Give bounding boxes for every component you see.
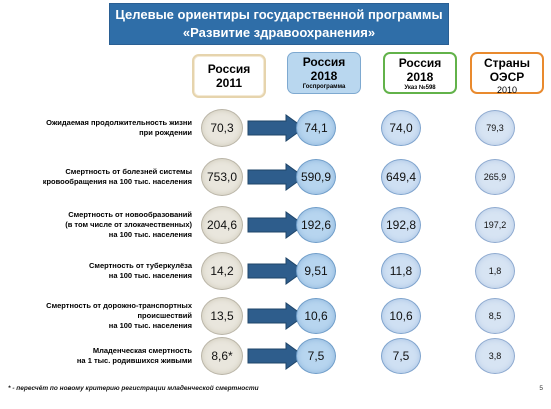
right-arrow-icon <box>247 163 305 191</box>
header-oecd-line1: Страны <box>483 56 531 70</box>
value-oecd-2010: 1,8 <box>475 253 515 289</box>
value-russia-2018-decree: 649,4 <box>381 159 421 195</box>
header-program-line2: 2018 <box>310 69 338 83</box>
value-russia-2011: 8,6* <box>201 337 243 375</box>
header-oecd-note: 2010 <box>496 85 518 95</box>
value-russia-2018-decree: 10,6 <box>381 298 421 334</box>
value-oecd-2010: 79,3 <box>475 110 515 146</box>
header-decree-note: Указ №598 <box>404 85 436 91</box>
value-russia-2018-program: 10,6 <box>296 298 336 334</box>
value-russia-2018-decree: 192,8 <box>381 207 421 243</box>
right-arrow-icon <box>247 302 305 330</box>
row-label: Младенческая смертность на 1 тыс. родивши… <box>76 346 192 365</box>
header-russia-2011-line2: 2011 <box>215 76 243 90</box>
header-decree-line2: 2018 <box>406 70 434 84</box>
header-program-note: Госпрограмма <box>302 84 346 90</box>
value-russia-2018-decree: 74,0 <box>381 110 421 146</box>
value-russia-2018-program: 9,51 <box>296 253 336 289</box>
value-oecd-2010: 3,8 <box>475 338 515 374</box>
header-russia-2011-line1: Россия <box>207 62 251 76</box>
right-arrow-icon <box>247 342 305 370</box>
value-russia-2011: 70,3 <box>201 109 243 147</box>
title-banner: Целевые ориентиры государственной програ… <box>109 3 449 45</box>
page-number: 5 <box>539 385 543 392</box>
value-russia-2011: 13,5 <box>201 297 243 335</box>
title-line-2: «Развитие здравоохранения» <box>182 25 376 40</box>
header-russia-2011: Россия 2011 <box>192 54 266 98</box>
row-label: Смертность от дорожно-транспортных происш… <box>46 301 192 330</box>
right-arrow-icon <box>247 257 305 285</box>
header-decree-line1: Россия <box>398 56 442 70</box>
row-label: Ожидаемая продолжительность жизни при рож… <box>46 118 192 137</box>
footnote: * - пересчёт по новому критерию регистра… <box>8 385 259 392</box>
value-russia-2018-program: 7,5 <box>296 338 336 374</box>
value-russia-2011: 753,0 <box>201 158 243 196</box>
value-russia-2018-program: 590,9 <box>296 159 336 195</box>
header-russia-2018-program: Россия 2018 Госпрограмма <box>287 52 361 94</box>
header-oecd-line2: ОЭСР <box>489 70 525 84</box>
right-arrow-icon <box>247 114 305 142</box>
right-arrow-icon <box>247 211 305 239</box>
header-program-line1: Россия <box>302 55 346 69</box>
value-oecd-2010: 197,2 <box>475 207 515 243</box>
header-russia-2018-decree: Россия 2018 Указ №598 <box>383 52 457 94</box>
value-russia-2018-program: 74,1 <box>296 110 336 146</box>
row-label: Смертность от болезней системы кровообращ… <box>42 167 192 186</box>
value-russia-2018-program: 192,6 <box>296 207 336 243</box>
value-russia-2018-decree: 11,8 <box>381 253 421 289</box>
value-oecd-2010: 265,9 <box>475 159 515 195</box>
title-line-1: Целевые ориентиры государственной програ… <box>115 7 443 22</box>
value-oecd-2010: 8,5 <box>475 298 515 334</box>
value-russia-2011: 204,6 <box>201 206 243 244</box>
row-label: Смертность от новообразований (в том числ… <box>65 210 192 239</box>
value-russia-2011: 14,2 <box>201 252 243 290</box>
row-label: Смертность от туберкулёза на 100 тыс. нас… <box>89 261 192 280</box>
header-oecd: Страны ОЭСР 2010 <box>470 52 544 95</box>
value-russia-2018-decree: 7,5 <box>381 338 421 374</box>
